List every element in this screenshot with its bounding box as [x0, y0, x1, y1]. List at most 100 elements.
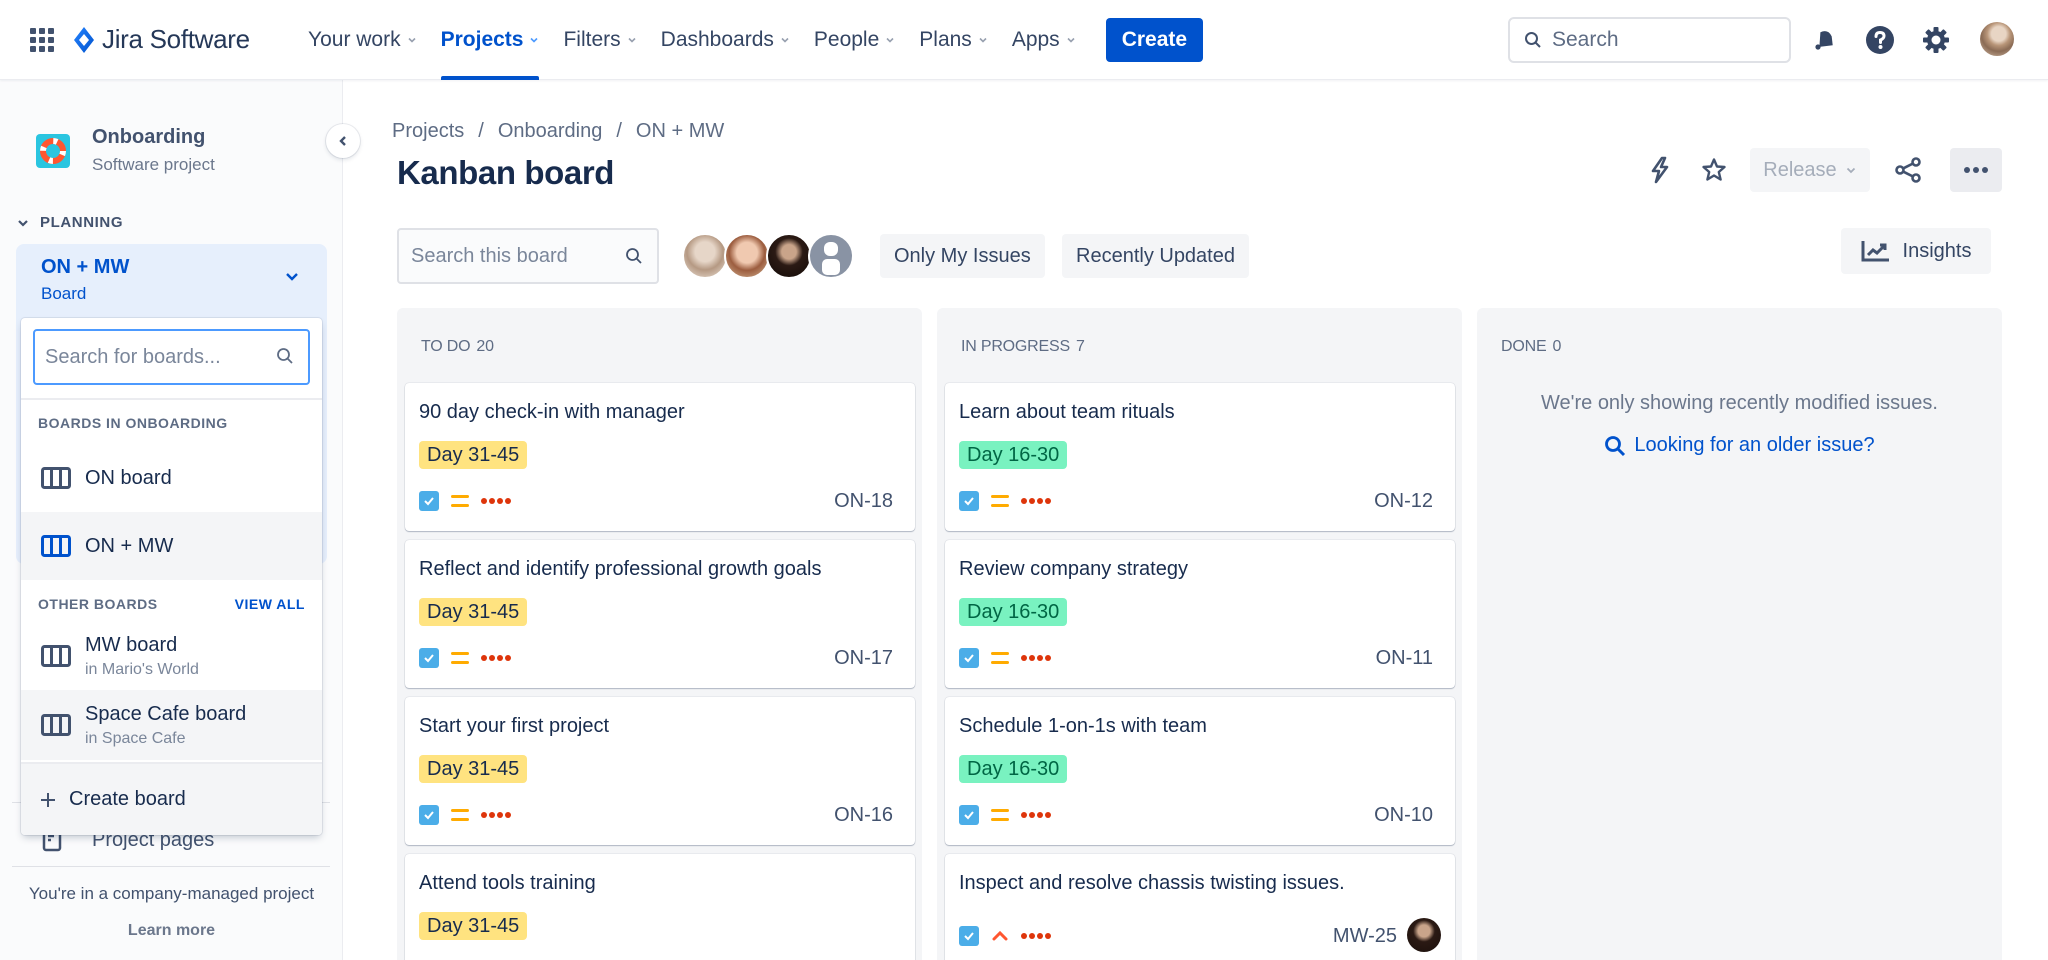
board-search-field[interactable] [33, 329, 310, 385]
issue-card[interactable]: 90 day check-in with manager Day 31-45 O… [405, 383, 915, 531]
story-points-dots-icon [481, 812, 511, 818]
issue-key: ON-12 [1374, 490, 1433, 512]
avatar[interactable] [682, 233, 728, 279]
nav-plans[interactable]: Plans [907, 0, 1000, 80]
breadcrumb: Projects / Onboarding / ON + MW [392, 120, 724, 143]
issue-title: Review company strategy [959, 558, 1188, 580]
board-selector-title: ON + MW [41, 256, 130, 278]
learn-more-link[interactable]: Learn more [127, 922, 216, 939]
more-actions-button[interactable] [1950, 148, 2002, 192]
story-points-dots-icon [1021, 498, 1051, 504]
nav-apps[interactable]: Apps [1000, 0, 1088, 80]
board-option-on-board[interactable]: ON board [21, 444, 322, 512]
plus-icon [41, 792, 55, 807]
breadcrumb-projects[interactable]: Projects [392, 120, 465, 142]
nav-your-work[interactable]: Your work [296, 0, 429, 80]
nav-dashboards[interactable]: Dashboards [649, 0, 802, 80]
nav-label: Dashboards [660, 28, 774, 51]
issue-card[interactable]: Inspect and resolve chassis twisting iss… [945, 854, 1455, 960]
story-points-dots-icon [481, 498, 511, 504]
issue-card[interactable]: Start your first project Day 31-45 ON-16 [405, 697, 915, 845]
unassigned-avatar[interactable] [808, 233, 854, 279]
story-points-dots-icon [1021, 812, 1051, 818]
search-icon [626, 248, 642, 264]
create-board-button[interactable]: Create board [21, 762, 322, 835]
help-icon[interactable] [1864, 24, 1896, 56]
chevron-down-icon [1067, 37, 1075, 43]
release-button[interactable]: Release [1750, 148, 1870, 192]
share-button[interactable] [1886, 148, 1930, 192]
search-icon [1605, 435, 1626, 456]
column-count: 0 [1552, 338, 1562, 355]
view-all-boards-link[interactable]: VIEW ALL [234, 596, 305, 612]
issue-label: Day 31-45 [419, 912, 528, 940]
column-count: 20 [476, 338, 494, 355]
board-option-on-mw[interactable]: ON + MW [21, 512, 322, 580]
task-type-icon [419, 805, 439, 825]
column-name: DONE [1501, 338, 1547, 355]
nav-label: Apps [1011, 28, 1060, 51]
done-empty-message: We're only showing recently modified iss… [1541, 392, 1938, 414]
insights-label: Insights [1902, 239, 1972, 262]
issue-card[interactable]: Learn about team rituals Day 16-30 ON-12 [945, 383, 1455, 531]
nav-label: Plans [919, 28, 972, 51]
star-board-button[interactable] [1692, 148, 1736, 192]
global-search-input[interactable] [1552, 28, 1752, 52]
board-header-actions: Release [1638, 148, 2002, 192]
dropdown-separator [21, 398, 322, 400]
column-header: IN PROGRESS 7 [961, 338, 1085, 356]
board-search-input[interactable] [45, 345, 265, 369]
nav-projects[interactable]: Projects [429, 0, 552, 80]
nav-label: Projects [440, 28, 524, 51]
avatar[interactable] [766, 233, 812, 279]
column-header: DONE 0 [1501, 338, 1561, 356]
issue-card[interactable]: Review company strategy Day 16-30 ON-11 [945, 540, 1455, 688]
settings-icon[interactable] [1920, 24, 1952, 56]
issue-card[interactable]: Reflect and identify professional growth… [405, 540, 915, 688]
board-columns-icon [41, 467, 71, 489]
app-switcher-icon[interactable] [30, 28, 54, 52]
board-search-input[interactable] [411, 244, 611, 268]
page-title: Kanban board [397, 154, 615, 191]
older-issue-link[interactable]: Looking for an older issue? [1477, 434, 2002, 457]
board-switcher-dropdown: BOARDS IN ONBOARDING ON board ON + MW OT… [21, 318, 322, 835]
recently-updated-filter[interactable]: Recently Updated [1062, 234, 1249, 278]
global-search[interactable] [1508, 17, 1791, 63]
priority-medium-icon [991, 652, 1009, 664]
ellipsis-icon [1964, 167, 1988, 173]
nav-filters[interactable]: Filters [551, 0, 648, 80]
issue-key: ON-17 [834, 647, 893, 669]
issue-meta [419, 805, 511, 825]
search-icon [277, 348, 293, 364]
jira-diamond-icon [74, 26, 94, 53]
release-label: Release [1763, 158, 1837, 181]
issue-card[interactable]: Schedule 1-on-1s with team Day 16-30 ON-… [945, 697, 1455, 845]
profile-avatar[interactable] [1980, 22, 2014, 56]
jira-logo[interactable]: Jira Software [72, 24, 250, 55]
boards-in-project-heading: BOARDS IN ONBOARDING [38, 415, 228, 431]
automation-button[interactable] [1638, 148, 1682, 192]
planning-section-toggle[interactable]: PLANNING [16, 214, 123, 231]
chevron-down-icon [1846, 167, 1855, 174]
create-button[interactable]: Create [1105, 18, 1204, 62]
board-search[interactable] [397, 228, 659, 284]
avatar[interactable] [724, 233, 770, 279]
chevron-down-icon [781, 37, 789, 43]
issue-meta [419, 491, 511, 511]
issue-meta [959, 491, 1051, 511]
notifications-icon[interactable] [1808, 24, 1840, 56]
project-header[interactable]: Onboarding Software project [36, 126, 215, 175]
sidebar-divider [12, 866, 330, 867]
breadcrumb-separator: / [616, 120, 622, 142]
collapse-sidebar-button[interactable] [326, 124, 360, 158]
only-my-issues-filter[interactable]: Only My Issues [880, 234, 1045, 278]
nav-people[interactable]: People [802, 0, 907, 80]
board-option-mw-board[interactable]: MW board in Mario's World [21, 622, 322, 690]
assignee-avatar[interactable] [1407, 918, 1441, 952]
breadcrumb-onboarding[interactable]: Onboarding [497, 120, 603, 142]
insights-button[interactable]: Insights [1841, 228, 1991, 274]
issue-card[interactable]: Attend tools training Day 31-45 [405, 854, 915, 960]
breadcrumb-board[interactable]: ON + MW [635, 120, 725, 142]
priority-medium-icon [991, 809, 1009, 821]
board-option-space-cafe-board[interactable]: Space Cafe board in Space Cafe [21, 690, 322, 760]
